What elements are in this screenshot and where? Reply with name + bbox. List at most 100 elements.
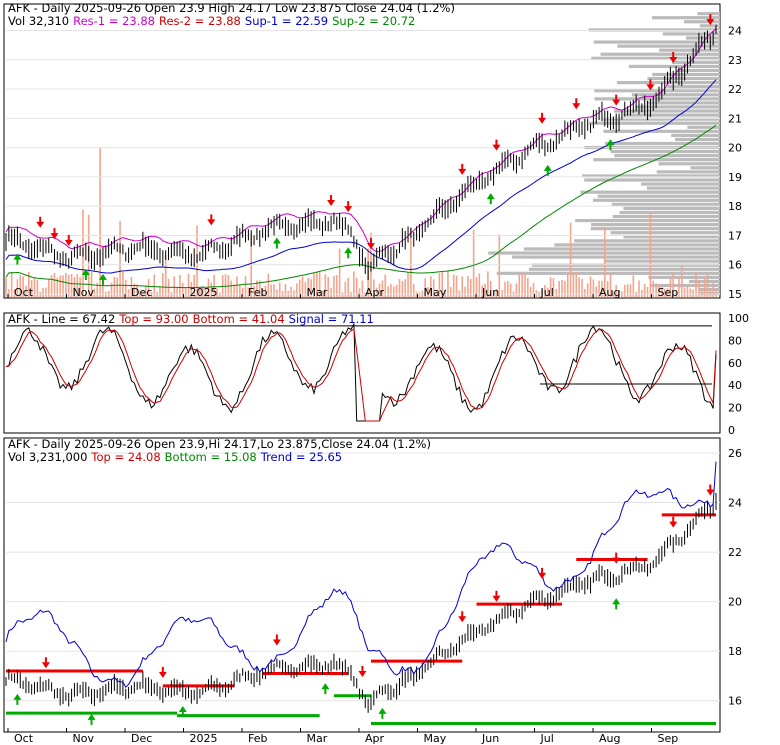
volume-bar xyxy=(8,289,10,297)
volume-bar xyxy=(267,273,270,297)
volume-bar xyxy=(113,276,116,297)
volume-profile-bar xyxy=(690,166,720,170)
volume-bar xyxy=(179,275,181,297)
price-y-tick: 16 xyxy=(728,259,742,272)
volume-bar xyxy=(555,289,558,297)
res1-line xyxy=(5,28,717,253)
stoch-y-tick: 100 xyxy=(728,312,749,325)
price-y-tick: 21 xyxy=(728,112,742,125)
trend-arrows xyxy=(13,484,715,725)
volume-bar xyxy=(392,286,395,297)
volume-profile-bar xyxy=(671,133,720,137)
volume-bar xyxy=(310,279,312,297)
volume-bar xyxy=(127,289,130,297)
volume-profile-bar xyxy=(658,162,720,166)
volume-bar xyxy=(216,287,218,297)
trend-y-tick: 22 xyxy=(728,546,742,559)
volume-bar xyxy=(239,284,241,297)
volume-bar xyxy=(564,280,566,297)
volume-bar xyxy=(412,284,415,297)
volume-bar xyxy=(264,285,267,297)
volume-bar xyxy=(509,283,512,297)
trend-buy-arrow xyxy=(321,683,330,695)
volume-profile-bar xyxy=(699,24,720,28)
volume-bar xyxy=(663,288,666,297)
price-vol: Vol 32,310 xyxy=(8,14,69,28)
volume-bar xyxy=(487,271,489,297)
volume-bar xyxy=(28,271,30,297)
volume-bar xyxy=(347,277,349,297)
volume-bar xyxy=(504,281,506,297)
volume-bar xyxy=(176,287,178,297)
volume-bar xyxy=(689,288,692,297)
volume-profile-bar xyxy=(591,56,720,60)
volume-bar xyxy=(119,220,121,297)
volume-bar xyxy=(99,147,101,297)
volume-bar xyxy=(444,289,446,297)
volume-bar xyxy=(167,278,170,297)
trend-x-tick: Dec xyxy=(131,732,152,745)
sell-arrow xyxy=(366,238,375,250)
volume-bar xyxy=(316,271,318,297)
volume-bar xyxy=(361,280,364,297)
trend-lines xyxy=(5,461,717,689)
volume-bar xyxy=(438,272,441,297)
volume-bar xyxy=(335,275,338,297)
volume-bar xyxy=(678,277,680,297)
volume-bar xyxy=(39,292,42,297)
volume-bar xyxy=(59,275,61,297)
trend-sell-arrow xyxy=(669,516,678,528)
trend-sell-arrow xyxy=(158,666,167,678)
volume-bar xyxy=(355,278,358,297)
sell-arrow xyxy=(50,228,59,240)
volume-profile-bar xyxy=(600,52,720,56)
volume-bar xyxy=(561,279,563,297)
volume-bar xyxy=(427,287,429,297)
stochastic-panel-frame xyxy=(3,312,721,434)
volume-bar xyxy=(156,292,158,297)
volume-bar xyxy=(213,274,215,297)
sell-arrow xyxy=(572,98,581,110)
volume-bar xyxy=(549,277,552,297)
stochastic-lines xyxy=(5,322,717,422)
volume-bar xyxy=(224,274,227,297)
volume-profile-bar xyxy=(656,170,720,174)
volume-bar xyxy=(686,284,689,297)
volume-bar xyxy=(258,280,261,297)
trend-x-tick: May xyxy=(424,732,447,745)
volume-bar xyxy=(709,289,712,297)
sell-arrow xyxy=(646,79,655,91)
volume-bar xyxy=(73,277,76,297)
volume-bar xyxy=(518,274,521,297)
volume-bar xyxy=(230,280,233,297)
volume-bar xyxy=(658,286,660,297)
volume-bar xyxy=(153,274,156,297)
volume-profile-bar xyxy=(592,198,720,202)
volume-profile-bar xyxy=(685,36,720,40)
volume-bar xyxy=(410,228,412,297)
trend-y-axis: 16 18 20 22 24 26 xyxy=(728,447,742,708)
volume-profile-bar xyxy=(610,150,720,154)
volume-bar xyxy=(666,288,669,297)
volume-bar xyxy=(595,286,598,297)
volume-bar xyxy=(464,286,466,297)
volume-bar xyxy=(16,279,19,297)
trend-top-label: Top = 24.08 xyxy=(90,450,160,464)
price-y-tick: 20 xyxy=(728,142,742,155)
trend-x-tick: Jul xyxy=(540,732,554,745)
volume-bar xyxy=(609,272,612,297)
volume-bar xyxy=(586,283,589,297)
sell-arrow xyxy=(344,201,353,213)
volume-bar xyxy=(395,284,398,297)
volume-bar xyxy=(432,279,435,297)
sell-arrow xyxy=(706,14,715,26)
sell-arrow xyxy=(669,52,678,64)
volume-bar xyxy=(110,282,113,297)
volume-bar xyxy=(30,280,33,297)
volume-bar xyxy=(25,285,27,297)
volume-bar xyxy=(144,285,147,297)
volume-profile-bar xyxy=(662,32,720,36)
stoch-y-tick: 0 xyxy=(728,424,735,437)
volume-profile-bar xyxy=(554,243,720,247)
volume-bar xyxy=(256,280,258,297)
